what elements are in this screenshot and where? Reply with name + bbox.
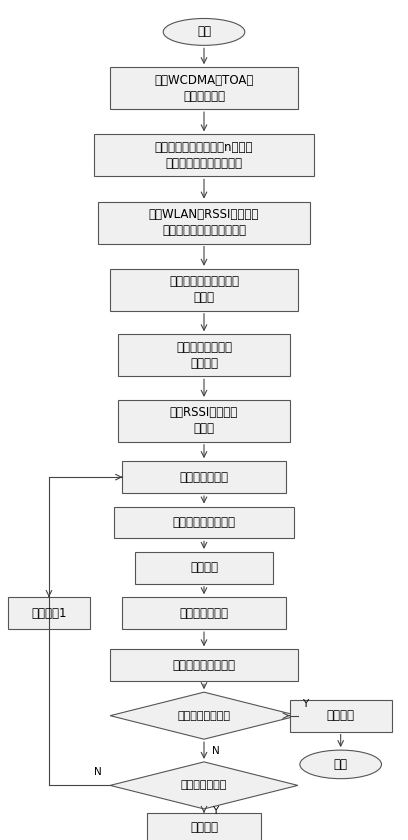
FancyBboxPatch shape [290, 700, 392, 732]
Text: 利用RSSI值计算适
应度值: 利用RSSI值计算适 应度值 [170, 407, 238, 435]
Text: 轮盘赌选择父代: 轮盘赌选择父代 [180, 470, 228, 484]
Text: Y: Y [212, 806, 218, 816]
Text: 世代数增1: 世代数增1 [31, 606, 67, 620]
Text: 是最后一代吗？: 是最后一代吗？ [181, 780, 227, 790]
FancyBboxPatch shape [147, 813, 261, 840]
FancyBboxPatch shape [110, 649, 298, 681]
FancyBboxPatch shape [122, 461, 286, 493]
FancyBboxPatch shape [122, 597, 286, 629]
Text: 结束: 结束 [334, 758, 348, 771]
FancyBboxPatch shape [110, 67, 298, 109]
Text: 以该点为中心产生
初始群体: 以该点为中心产生 初始群体 [176, 341, 232, 370]
FancyBboxPatch shape [135, 552, 273, 584]
Text: 例外处理: 例外处理 [190, 821, 218, 834]
Text: 变异操作: 变异操作 [190, 561, 218, 575]
FancyBboxPatch shape [98, 202, 310, 244]
FancyBboxPatch shape [110, 269, 298, 311]
Text: 利用WLAN的RSSI值计算每
一点与未知节点间的相似度: 利用WLAN的RSSI值计算每 一点与未知节点间的相似度 [149, 208, 259, 237]
FancyBboxPatch shape [114, 507, 294, 538]
Text: 将圆环区域均匀划分为n段，在
每段中心放置一个初始点: 将圆环区域均匀划分为n段，在 每段中心放置一个初始点 [155, 141, 253, 170]
FancyBboxPatch shape [118, 334, 290, 376]
Ellipse shape [163, 18, 245, 45]
Text: 选择适应度好的个体: 选择适应度好的个体 [173, 659, 235, 672]
Text: N: N [212, 746, 220, 755]
FancyBboxPatch shape [118, 400, 290, 442]
Text: 对父代进行交叉操作: 对父代进行交叉操作 [173, 516, 235, 529]
Text: N: N [94, 767, 102, 777]
Ellipse shape [300, 750, 381, 779]
Text: 确定结果: 确定结果 [327, 709, 355, 722]
Polygon shape [110, 762, 298, 809]
Text: 利用WCDMA的TOA值
设定圆环区域: 利用WCDMA的TOA值 设定圆环区域 [154, 74, 254, 102]
Text: 开始: 开始 [197, 25, 211, 39]
Polygon shape [110, 692, 298, 739]
FancyBboxPatch shape [94, 134, 314, 176]
Text: Y: Y [302, 699, 308, 709]
Text: 终止准则被满足？: 终止准则被满足？ [177, 711, 231, 721]
Text: 评价个体适应度: 评价个体适应度 [180, 606, 228, 620]
Text: 选择具有最小相似度的
初始点: 选择具有最小相似度的 初始点 [169, 276, 239, 304]
FancyBboxPatch shape [8, 597, 90, 629]
